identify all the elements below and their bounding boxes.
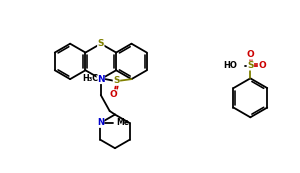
Text: H₃C: H₃C [82,74,98,83]
Text: Me: Me [116,119,129,128]
Text: N: N [97,75,105,84]
Text: N: N [97,119,104,128]
Text: O: O [110,90,117,99]
Text: S: S [98,39,104,48]
Text: O: O [258,61,266,70]
Text: HO: HO [224,61,238,70]
Text: S: S [247,61,254,70]
Text: O: O [247,50,254,59]
Text: S: S [113,76,120,85]
